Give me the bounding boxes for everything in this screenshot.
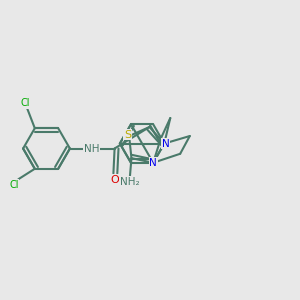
Text: O: O [110, 175, 119, 185]
Text: N: N [149, 158, 157, 168]
Text: Cl: Cl [20, 98, 30, 108]
Text: NH: NH [84, 143, 99, 154]
Text: N: N [162, 139, 170, 148]
Text: Cl: Cl [9, 180, 19, 190]
Text: NH₂: NH₂ [120, 177, 140, 187]
Text: S: S [124, 130, 131, 140]
